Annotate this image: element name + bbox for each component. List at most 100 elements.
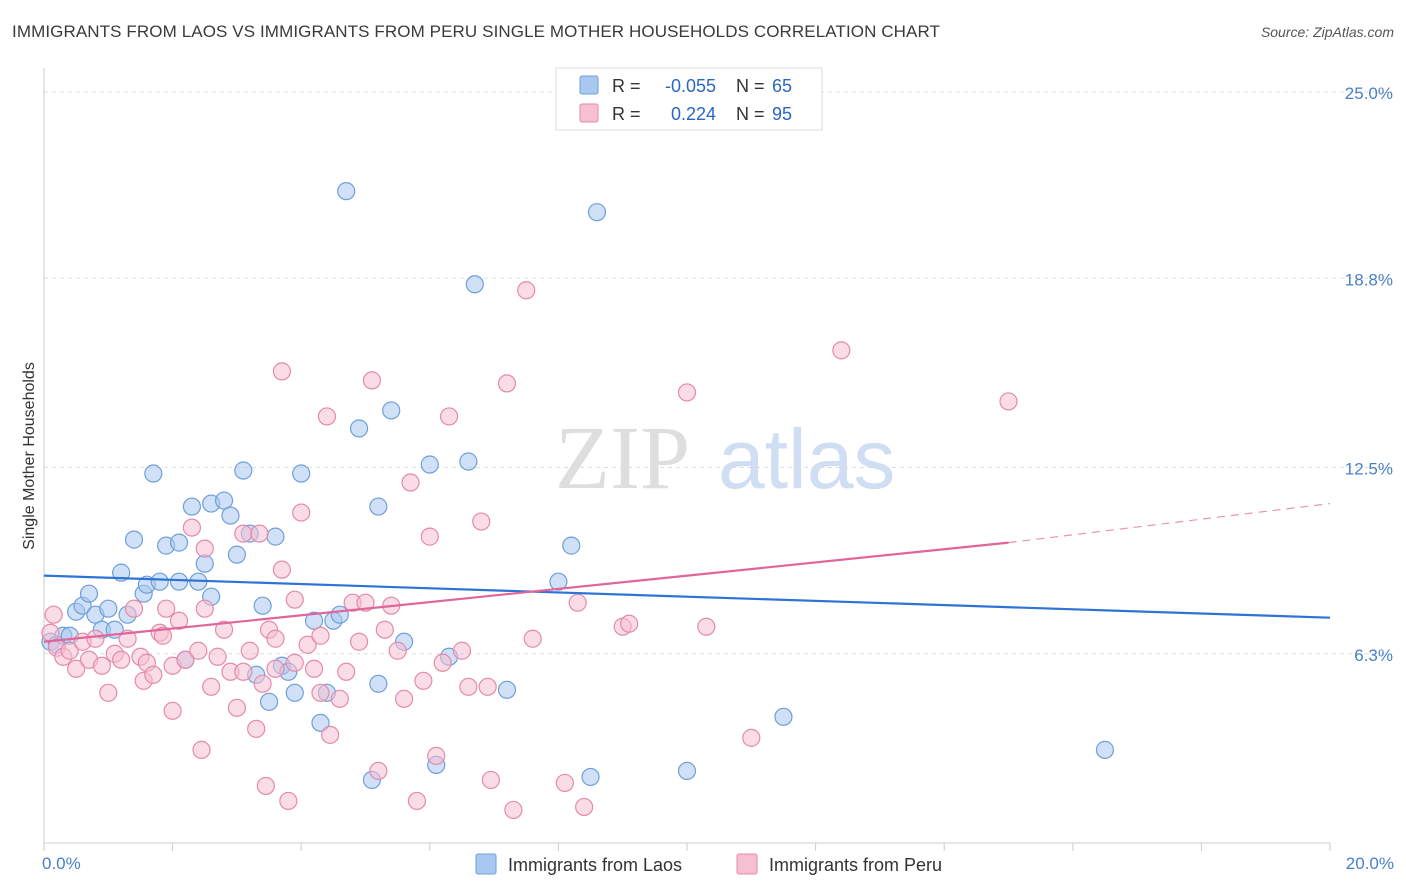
peru-point-80	[517, 281, 536, 300]
laos-point-38	[285, 683, 304, 702]
legend-r-value-peru: 0.224	[671, 104, 716, 124]
series-laos-points	[41, 182, 1115, 790]
watermark-atlas: atlas	[718, 412, 895, 506]
peru-point-51	[311, 683, 330, 702]
peru-point-26	[189, 641, 208, 660]
peru-point-42	[266, 629, 285, 648]
peru-point-75	[472, 512, 491, 531]
laos-point-22	[182, 497, 201, 516]
peru-point-52	[311, 626, 330, 645]
peru-point-65	[394, 689, 414, 708]
trend-line-peru	[43, 541, 1009, 643]
laos-point-39	[292, 464, 311, 483]
peru-point-3	[60, 641, 79, 660]
peru-point-22	[163, 701, 182, 720]
peru-point-79	[504, 800, 523, 820]
peru-point-69	[420, 527, 439, 546]
legend-top: R = -0.055 N = 65 R = 0.224 N = 95	[555, 67, 823, 131]
x-tick-label-1: 20.0%	[1346, 854, 1394, 873]
laos-point-6	[79, 584, 99, 603]
laos-point-27	[214, 491, 234, 510]
legend-n-label-laos: N =	[736, 76, 765, 96]
y-tick-label-1: 12.5%	[1345, 460, 1393, 479]
peru-point-20	[157, 599, 176, 618]
peru-point-87	[677, 383, 697, 402]
peru-point-37	[247, 719, 266, 738]
peru-point-45	[272, 560, 292, 579]
peru-point-83	[568, 593, 587, 612]
laos-point-46	[349, 419, 369, 438]
bottom-legend-label-laos: Immigrants from Laos	[508, 855, 682, 875]
peru-point-53	[317, 407, 337, 426]
peru-point-46	[279, 791, 298, 811]
laos-point-40	[304, 611, 324, 630]
peru-point-27	[192, 740, 211, 759]
peru-point-61	[369, 761, 388, 781]
peru-point-19	[153, 626, 173, 645]
series-peru-points	[41, 281, 1018, 820]
peru-point-30	[208, 647, 227, 666]
peru-point-38	[250, 524, 269, 543]
laos-point-57	[497, 680, 517, 699]
peru-point-74	[459, 677, 478, 696]
laos-point-9	[99, 599, 118, 618]
peru-point-91	[999, 392, 1018, 411]
legend-swatch-peru	[579, 103, 599, 123]
peru-point-94	[285, 653, 304, 672]
laos-point-35	[266, 527, 285, 546]
peru-point-9	[99, 683, 118, 702]
peru-point-55	[330, 689, 349, 708]
peru-point-60	[362, 371, 382, 390]
peru-point-92	[44, 605, 63, 624]
peru-point-54	[321, 725, 340, 744]
peru-point-73	[452, 641, 472, 660]
y-axis-label: Single Mother Households	[21, 362, 38, 550]
bottom-legend-swatch-laos	[475, 853, 497, 875]
laos-point-34	[259, 692, 279, 711]
laos-point-56	[465, 275, 484, 294]
bottom-legend-swatch-peru	[736, 853, 758, 875]
peru-point-78	[497, 374, 517, 393]
peru-point-36	[240, 641, 259, 660]
trend-lines	[43, 502, 1331, 643]
peru-point-68	[414, 671, 433, 690]
peru-point-25	[182, 518, 201, 537]
laos-point-58	[549, 572, 568, 591]
laos-point-19	[169, 572, 189, 591]
peru-point-44	[272, 362, 292, 381]
peru-point-17	[144, 665, 163, 684]
legend-n-value-peru: 95	[772, 104, 792, 124]
laos-point-49	[369, 497, 388, 516]
chart-title: IMMIGRANTS FROM LAOS VS IMMIGRANTS FROM …	[12, 22, 941, 41]
laos-point-45	[337, 182, 356, 201]
peru-point-39	[253, 674, 272, 693]
peru-point-49	[298, 635, 317, 654]
y-tick-label-3: 25.0%	[1345, 84, 1393, 103]
peru-point-88	[697, 617, 716, 636]
peru-point-58	[349, 632, 369, 651]
peru-point-8	[92, 656, 111, 675]
peru-point-62	[375, 620, 394, 639]
laos-point-52	[420, 455, 439, 474]
laos-point-50	[382, 401, 401, 420]
y-tick-labels: 6.3% 12.5% 18.8% 25.0%	[1345, 84, 1393, 665]
legend-n-value-laos: 65	[772, 76, 792, 96]
peru-point-34	[234, 524, 253, 543]
peru-point-90	[832, 341, 851, 360]
legend-r-label-laos: R =	[612, 76, 641, 96]
laos-point-17	[150, 572, 169, 591]
peru-point-4	[67, 659, 86, 678]
laos-point-11	[112, 563, 131, 582]
peru-point-47	[285, 590, 304, 609]
laos-point-30	[234, 461, 253, 480]
laos-point-28	[221, 506, 240, 525]
peru-point-43	[266, 659, 285, 678]
laos-point-13	[124, 530, 144, 549]
legend-n-label-peru: N =	[736, 104, 765, 124]
peru-point-64	[388, 641, 407, 660]
peru-point-24	[176, 650, 195, 669]
peru-point-82	[555, 773, 574, 793]
peru-point-48	[292, 503, 311, 522]
peru-point-35	[234, 662, 253, 681]
peru-point-29	[202, 677, 221, 696]
